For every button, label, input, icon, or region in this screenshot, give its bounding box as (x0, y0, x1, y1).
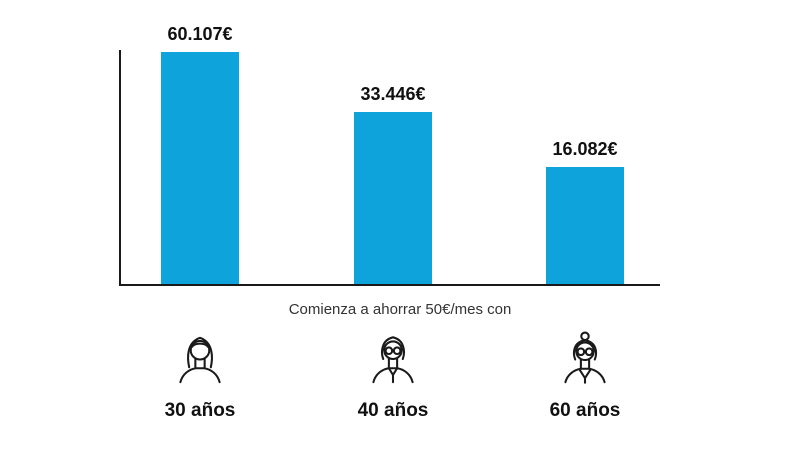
chart-caption: Comienza a ahorrar 50€/mes con (288, 301, 512, 318)
person-40-anos: 40 años (328, 327, 458, 422)
young-woman-icon (179, 336, 221, 384)
senior-woman-glasses-icon (564, 331, 606, 384)
y-axis (119, 50, 121, 286)
age-label-30: 30 años (164, 400, 236, 421)
person-30-anos: 30 años (135, 327, 265, 422)
adult-woman-glasses-icon (372, 336, 414, 384)
bar-group-30-anos: 60.107€ (161, 24, 239, 284)
x-axis (119, 284, 660, 286)
bar-value-label: 33.446€ (360, 84, 426, 104)
bar-30-anos (161, 52, 239, 284)
age-label-60: 60 años (549, 400, 621, 421)
person-60-anos: 60 años (520, 327, 650, 422)
bar-60-anos (546, 167, 624, 284)
bar-value-label: 60.107€ (167, 24, 233, 44)
age-label-40: 40 años (357, 400, 429, 421)
bar-40-anos (354, 112, 432, 284)
bar-group-40-anos: 33.446€ (354, 84, 432, 284)
bar-group-60-anos: 16.082€ (546, 139, 624, 284)
bar-value-label: 16.082€ (552, 139, 618, 159)
